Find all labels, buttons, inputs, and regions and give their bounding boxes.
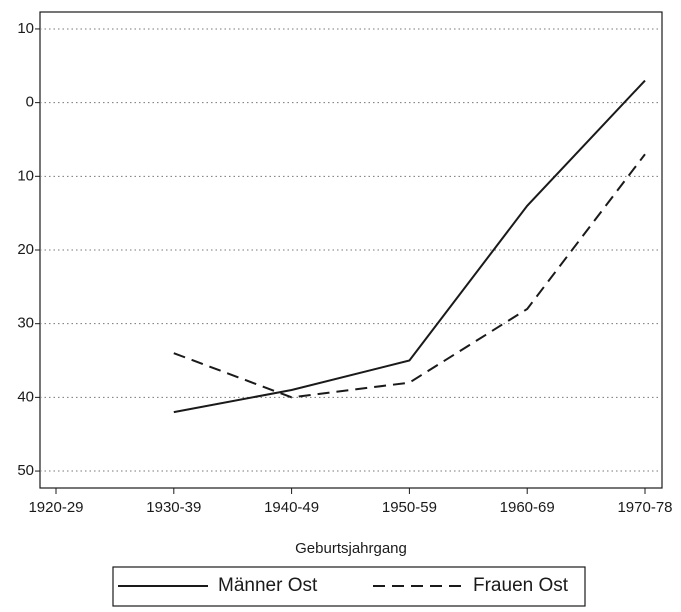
y-tick-label: 10 — [17, 167, 34, 184]
x-axis-label: Geburtsjahrgang — [295, 540, 407, 557]
y-tick-label: 10 — [17, 20, 34, 37]
x-tick-label: 1940-49 — [264, 499, 319, 516]
x-tick-label: 1960-69 — [500, 499, 555, 516]
y-tick-label: 50 — [17, 462, 34, 479]
y-tick-label: 40 — [17, 388, 34, 405]
line-series — [173, 79, 646, 414]
x-tick-label: 1930-39 — [146, 499, 201, 516]
legend-label: Männer Ost — [218, 575, 318, 596]
x-tick-label: 1920-29 — [28, 499, 83, 516]
y-tick-label: 20 — [17, 241, 34, 258]
y-tick-label: 0 — [26, 94, 34, 111]
line-series — [173, 153, 646, 399]
x-tick-label: 1950-59 — [382, 499, 437, 516]
y-tick-label: 30 — [17, 315, 34, 332]
legend-label: Frauen Ost — [473, 575, 569, 596]
x-tick-label: 1970-78 — [617, 499, 672, 516]
